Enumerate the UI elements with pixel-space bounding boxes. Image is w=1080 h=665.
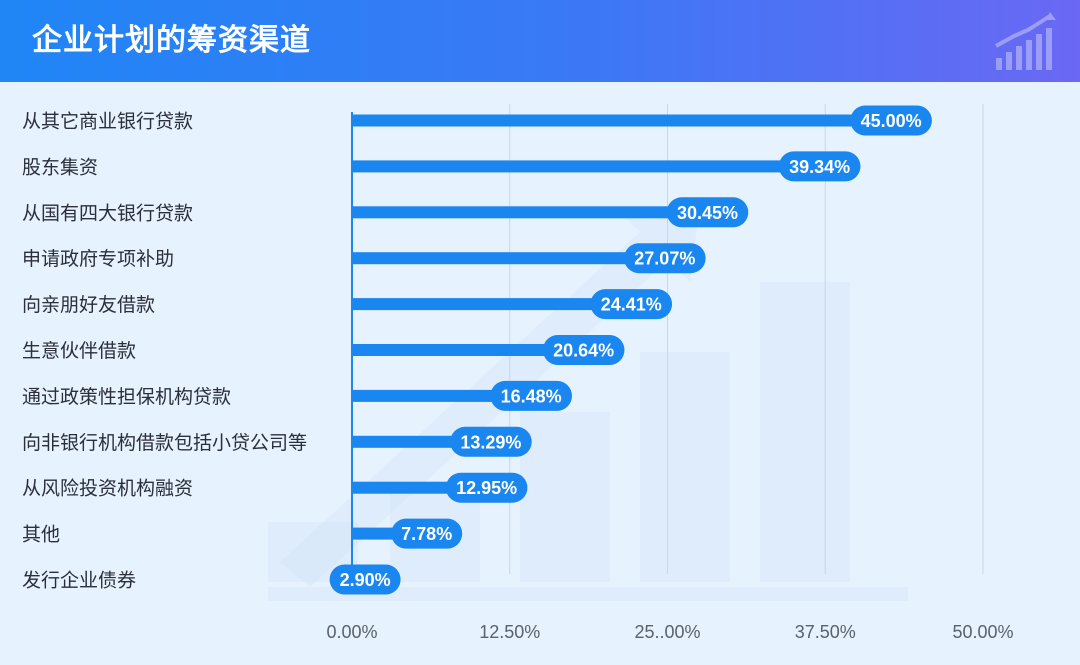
value-label-pill <box>542 335 625 365</box>
value-label-pill <box>450 426 532 457</box>
value-label-pill <box>850 105 932 136</box>
bar <box>352 206 737 219</box>
decor-bar <box>760 282 850 582</box>
value-label-pill <box>490 380 572 411</box>
value-label-pill <box>624 243 706 274</box>
category-label: 股东集资 <box>22 156 98 178</box>
bar <box>352 252 694 265</box>
x-tick-label: 12.50% <box>479 622 540 642</box>
value-label: 16.48% <box>501 386 562 406</box>
x-tick-label: 50.00% <box>952 622 1013 642</box>
value-label: 45.00% <box>861 111 922 131</box>
category-label: 从国有四大银行贷款 <box>22 202 193 224</box>
value-label-pill <box>445 472 528 503</box>
value-label: 13.29% <box>460 432 521 452</box>
rising-chart-icon <box>995 12 1056 70</box>
decor-base <box>268 587 908 601</box>
value-label: 27.07% <box>634 249 695 269</box>
category-label: 从其它商业银行贷款 <box>22 111 193 133</box>
decor-bar <box>640 352 730 582</box>
header-banner: 企业计划的筹资渠道 <box>0 0 1080 82</box>
category-label: 向亲朋好友借款 <box>22 294 155 316</box>
bar-chart: 45.00% 39.34% 30.45% 27.07% 24.41% 20.64% 16.4… <box>22 104 1014 642</box>
value-label: 12.95% <box>456 478 517 498</box>
value-label-pill <box>590 289 673 320</box>
bars: 45.00% 39.34% 30.45% 27.07% 24.41% 20.64% 16.4… <box>329 105 932 595</box>
value-label-pill <box>329 564 401 595</box>
page-title: 企业计划的筹资渠道 <box>32 24 311 57</box>
decor-bar <box>520 412 610 582</box>
value-label: 39.34% <box>789 157 850 177</box>
value-label-pill <box>666 197 749 228</box>
category-label: 申请政府专项补助 <box>22 248 174 270</box>
category-label: 通过政策性担保机构贷款 <box>22 386 231 408</box>
bar <box>352 114 920 127</box>
value-label: 20.64% <box>553 341 614 361</box>
x-tick-label: 0.00% <box>326 622 377 642</box>
category-label: 生意伙伴借款 <box>22 340 136 362</box>
value-label: 24.41% <box>601 295 662 315</box>
value-label: 2.90% <box>340 570 391 590</box>
x-axis-tick-labels: 0.00% 12.50% 25..00% 37.50% 50.00% <box>326 622 1013 642</box>
x-tick-label: 37.50% <box>795 622 856 642</box>
value-label: 30.45% <box>677 203 738 223</box>
value-label-pill <box>391 518 463 549</box>
category-label: 向非银行机构借款包括小贷公司等 <box>22 432 307 454</box>
x-tick-label: 25..00% <box>634 622 700 642</box>
value-label-pill <box>778 151 861 182</box>
category-label: 其他 <box>22 524 60 546</box>
value-label: 7.78% <box>401 524 452 544</box>
grid-lines <box>351 104 984 574</box>
category-labels: 从其它商业银行贷款股东集资从国有四大银行贷款申请政府专项补助向亲朋好友借款生意伙… <box>22 111 307 592</box>
category-label: 发行企业债券 <box>22 570 136 592</box>
bar <box>352 160 849 173</box>
category-label: 从风险投资机构融资 <box>22 478 193 500</box>
bar <box>352 298 661 311</box>
